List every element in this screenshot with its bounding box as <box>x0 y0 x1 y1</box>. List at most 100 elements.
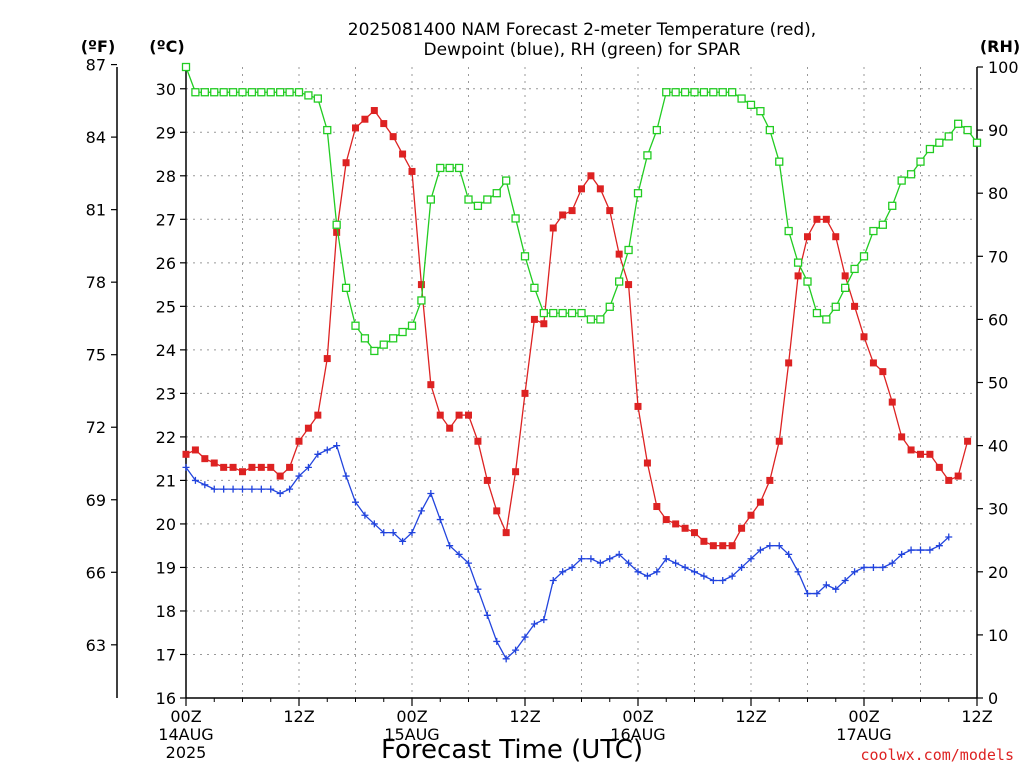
x-tick-label: 12Z <box>961 707 992 726</box>
dewpoint-point <box>775 542 783 550</box>
dewpoint-point <box>182 463 190 471</box>
rh-point <box>389 334 398 343</box>
rh-point <box>954 119 963 128</box>
rh-point <box>728 88 737 97</box>
rh-point <box>596 315 605 324</box>
temperature-point <box>323 355 331 363</box>
rh-point <box>464 195 473 204</box>
rh-point <box>511 214 520 223</box>
dewpoint-point <box>201 481 209 489</box>
dewpoint-point <box>530 620 538 628</box>
dewpoint-point <box>370 520 378 528</box>
temperature-point <box>578 185 585 193</box>
temperature-point <box>483 476 491 484</box>
dewpoint-point <box>709 577 717 585</box>
temperature-point <box>869 359 877 367</box>
temperature-line <box>185 109 969 547</box>
temperature-point <box>766 476 774 484</box>
temperature-point <box>879 368 887 376</box>
temperature-point <box>596 185 604 193</box>
dewpoint-point <box>691 568 698 576</box>
celsius-tick-label: 29 <box>156 123 176 142</box>
temperature-point <box>465 411 472 419</box>
temperature-point <box>389 133 397 141</box>
temperature-point <box>907 446 915 454</box>
rh-point <box>426 195 435 204</box>
rh-point <box>304 91 313 100</box>
rh-point <box>407 321 417 330</box>
dewpoint-point <box>436 516 444 524</box>
x-tick-label: 00Z <box>170 707 201 726</box>
celsius-tick-label: 23 <box>156 384 176 403</box>
dewpoint-point <box>276 489 284 497</box>
dewpoint-point <box>860 563 868 571</box>
rh-point <box>483 195 492 204</box>
dewpoint-point <box>314 450 322 458</box>
celsius-tick-label: 16 <box>156 689 176 708</box>
temperature-point <box>860 333 868 341</box>
dewpoint-point <box>813 590 821 598</box>
temperature-point <box>446 424 454 432</box>
dewpoint-point <box>945 533 953 541</box>
rh-point <box>605 302 614 311</box>
celsius-tick-label: 25 <box>156 297 176 316</box>
rh-point <box>888 201 897 210</box>
temperature-point <box>267 463 275 471</box>
rh-point <box>935 138 944 147</box>
temperature-point <box>257 463 265 471</box>
rh-point <box>276 88 285 97</box>
dewpoint-point <box>540 616 548 624</box>
temperature-point <box>427 381 435 389</box>
rh-point <box>191 88 200 97</box>
temperature-point <box>436 411 444 419</box>
chart-axes <box>116 67 978 699</box>
dewpoint-point <box>295 472 303 480</box>
temperature-point <box>512 468 520 476</box>
celsius-tick-label: 19 <box>156 558 176 577</box>
dewpoint-point <box>502 655 510 663</box>
rh-point <box>398 327 407 337</box>
temperature-point <box>747 511 755 519</box>
temperature-point <box>417 281 425 289</box>
y-axis-fahrenheit-label: (ºF) <box>81 37 116 56</box>
temperature-point <box>738 524 746 532</box>
temperature-point <box>728 542 736 550</box>
dewpoint-point <box>239 485 246 493</box>
celsius-tick-label: 27 <box>156 210 176 229</box>
temperature-point <box>719 542 727 550</box>
rh-point <box>850 264 859 274</box>
temperature-point <box>615 250 623 258</box>
rh-point <box>379 340 388 349</box>
temperature-point <box>775 437 783 445</box>
temperature-point <box>314 411 322 419</box>
dewpoint-point <box>888 559 896 567</box>
dewpoint-point <box>747 555 755 563</box>
temperature-point <box>964 437 972 445</box>
dewpoint-point <box>220 485 228 493</box>
rh-tick-label: 80 <box>988 184 1008 203</box>
temperature-point <box>286 463 294 471</box>
dewpoint-point <box>794 568 802 576</box>
rh-point <box>944 132 953 141</box>
dewpoint-point <box>191 476 199 484</box>
dewpoint-point <box>427 489 435 497</box>
temperature-point <box>220 463 228 471</box>
x-tick-label: 17AUG <box>836 725 891 744</box>
temperature-point <box>945 476 953 484</box>
rh-point <box>906 170 916 179</box>
rh-point <box>643 151 652 160</box>
dewpoint-point <box>521 633 529 641</box>
rh-point <box>831 302 840 311</box>
rh-point <box>699 88 709 97</box>
rh-point <box>709 88 718 97</box>
temperature-point <box>549 224 557 232</box>
rh-point <box>313 94 322 103</box>
rh-point <box>445 163 454 173</box>
temperature-point <box>239 468 246 476</box>
fahrenheit-tick-label: 72 <box>86 418 106 437</box>
fahrenheit-tick-label: 78 <box>86 273 106 292</box>
temperature-point <box>380 120 388 128</box>
temperature-point <box>361 115 369 123</box>
rh-point <box>549 308 558 318</box>
celsius-tick-label: 22 <box>156 428 176 447</box>
